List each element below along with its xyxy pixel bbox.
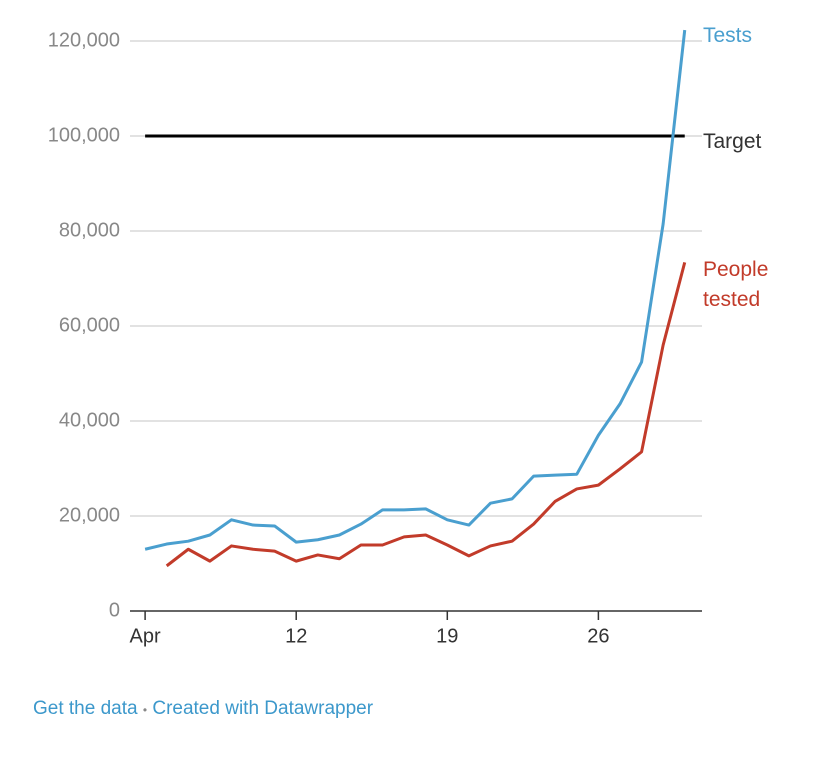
x-tick-label: Apr	[130, 625, 161, 647]
y-tick-label: 100,000	[48, 124, 120, 146]
footer-link[interactable]: Created with Datawrapper	[152, 698, 374, 719]
target-label: Target	[703, 130, 762, 153]
y-tick-label: 20,000	[59, 504, 120, 526]
series-label: People tested	[703, 258, 769, 312]
separator: •	[142, 703, 148, 717]
x-tick-label: 26	[587, 625, 609, 647]
x-tick-label: 12	[285, 625, 307, 647]
series-label: Tests	[703, 24, 753, 48]
series-line	[165, 261, 687, 568]
footer: Get the data • Created with Datawrapper	[33, 698, 373, 720]
y-tick-label: 60,000	[59, 314, 120, 336]
y-tick-label: 0	[109, 599, 120, 621]
series-line	[144, 29, 687, 551]
footer-link[interactable]: Get the data	[33, 698, 138, 719]
x-tick-label: 19	[436, 625, 458, 647]
y-tick-label: 80,000	[59, 219, 120, 241]
y-tick-label: 40,000	[59, 409, 120, 431]
y-tick-label: 120,000	[48, 29, 120, 51]
